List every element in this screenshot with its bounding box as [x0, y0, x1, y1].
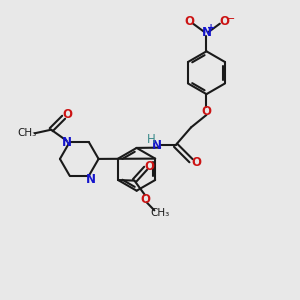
Text: O: O [219, 15, 229, 28]
Text: +: + [208, 23, 216, 33]
Text: CH₃: CH₃ [150, 208, 169, 218]
Text: O: O [202, 105, 212, 118]
Text: O: O [184, 15, 194, 28]
Text: −: − [226, 14, 235, 24]
Text: N: N [61, 136, 72, 149]
Text: O: O [145, 160, 154, 172]
Text: O: O [191, 156, 201, 169]
Text: N: N [152, 139, 162, 152]
Text: H: H [147, 134, 156, 146]
Text: O: O [141, 193, 151, 206]
Text: CH₃: CH₃ [17, 128, 36, 138]
Text: N: N [202, 26, 212, 38]
Text: O: O [63, 108, 73, 121]
Text: N: N [85, 173, 95, 186]
